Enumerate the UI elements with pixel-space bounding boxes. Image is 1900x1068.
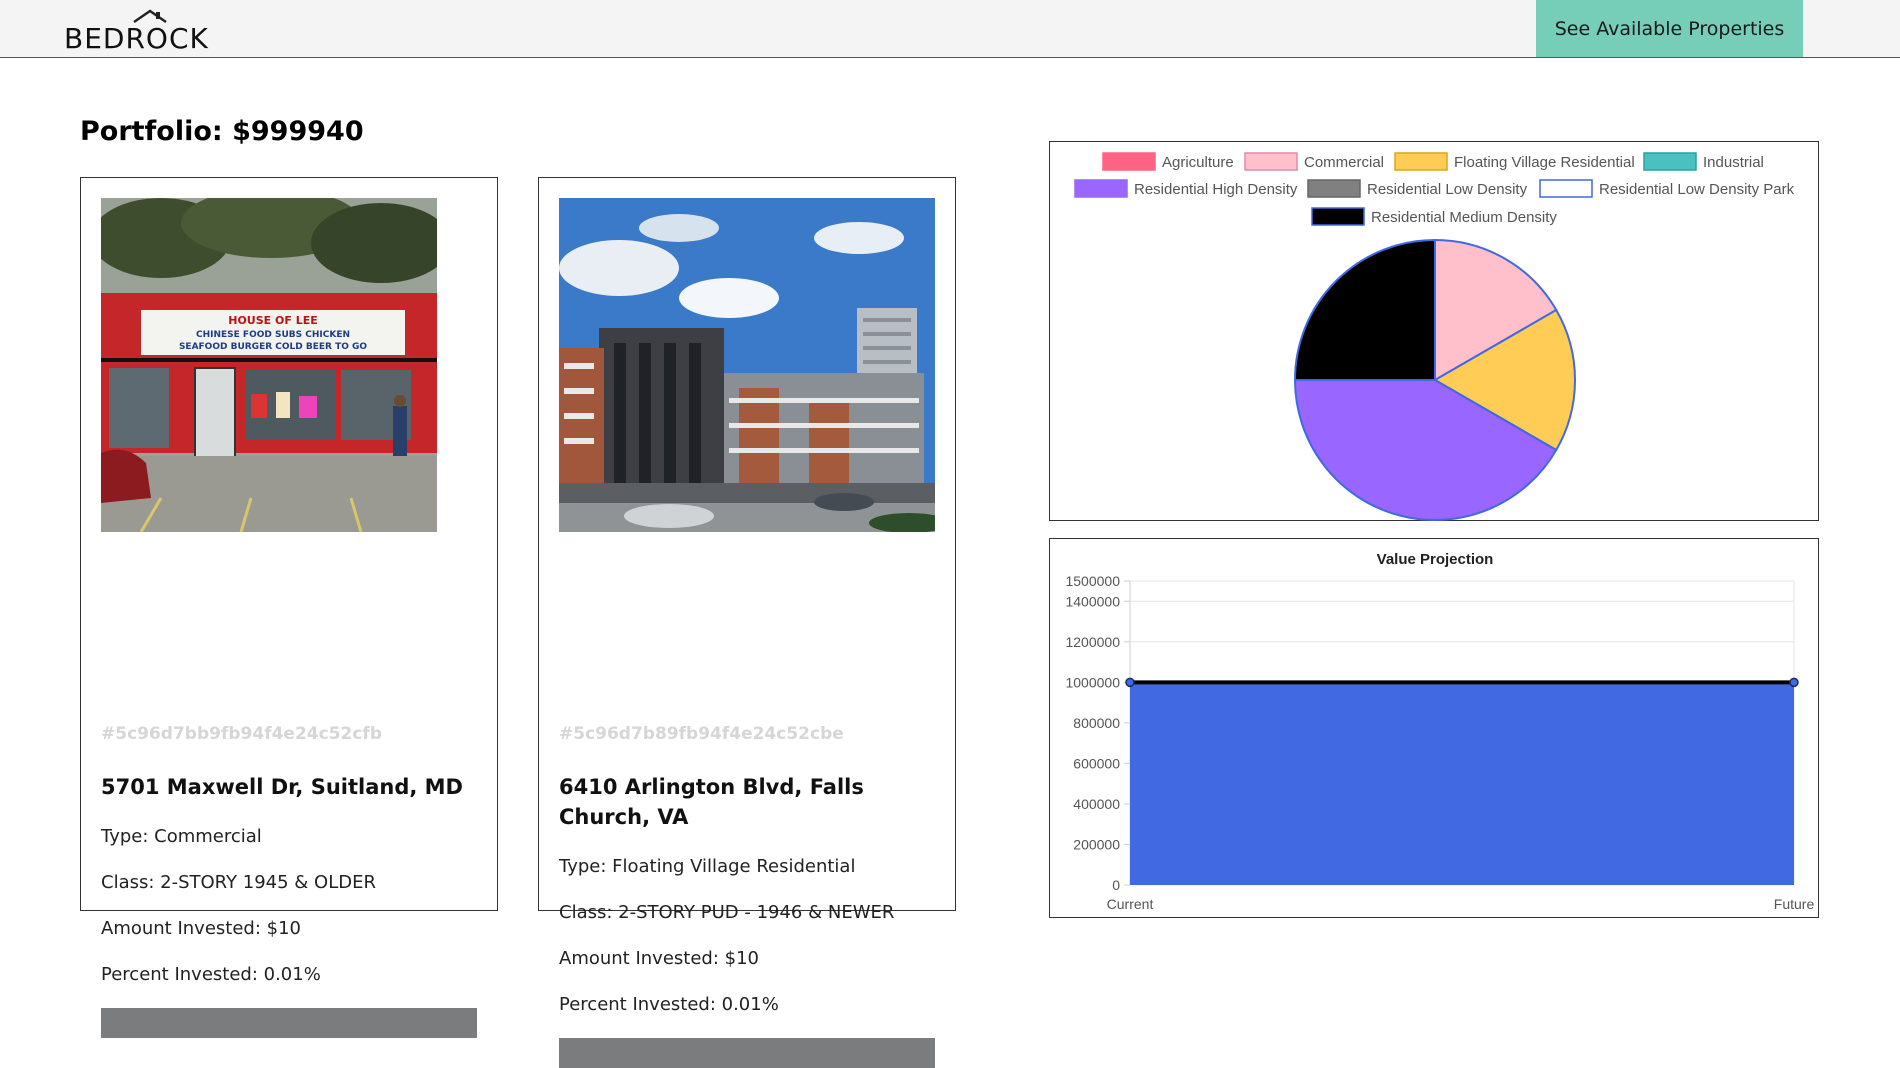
- legend-swatch: [1312, 208, 1364, 225]
- legend-item-agriculture[interactable]: Agriculture: [1103, 153, 1234, 171]
- line-chart-svg: Value Projection 0 200000 400000 600000 80000…: [1050, 539, 1820, 919]
- legend-label: Residential High Density: [1134, 181, 1298, 198]
- legend-item-floating-village-residential[interactable]: Floating Village Residential: [1395, 153, 1635, 171]
- property-id: #5c96d7bb9fb94f4e24c52cfb: [101, 724, 382, 744]
- bedrock-logo[interactable]: BEDROCK: [64, 8, 224, 52]
- property-class: Class: 2-STORY 1945 & OLDER: [101, 872, 376, 893]
- investment-progress-bar: [101, 1008, 477, 1038]
- property-address: 6410 Arlington Blvd, Falls Church, VA: [559, 772, 937, 832]
- y-tick-label: 800000: [1073, 715, 1120, 731]
- amount-invested: Amount Invested: $10: [559, 948, 759, 969]
- property-photo-storefront[interactable]: HOUSE OF LEE CHINESE FOOD SUBS CHICKEN S…: [101, 198, 437, 532]
- legend-item-residential-low-density-park[interactable]: Residential Low Density Park: [1540, 180, 1795, 198]
- legend-item-residential-high-density[interactable]: Residential High Density: [1075, 180, 1298, 198]
- see-available-properties-button[interactable]: See Available Properties: [1536, 0, 1803, 57]
- y-tick-label: 400000: [1073, 796, 1120, 812]
- portfolio-title: Portfolio: $999940: [80, 116, 364, 147]
- x-tick-label: Current: [1107, 896, 1154, 912]
- y-tick-label: 1000000: [1065, 674, 1120, 690]
- property-type: Type: Commercial: [101, 826, 262, 847]
- svg-text:SEAFOOD BURGER COLD BEER TO GO: SEAFOOD BURGER COLD BEER TO GO: [179, 342, 367, 352]
- y-tick-label: 1400000: [1065, 593, 1120, 609]
- percent-invested: Percent Invested: 0.01%: [559, 994, 779, 1015]
- legend-swatch: [1540, 180, 1592, 197]
- y-tick-label: 200000: [1073, 836, 1120, 852]
- legend-item-industrial[interactable]: Industrial: [1644, 153, 1764, 171]
- investment-progress-bar: [559, 1038, 935, 1068]
- data-point[interactable]: [1790, 678, 1798, 686]
- property-card: HOUSE OF LEE CHINESE FOOD SUBS CHICKEN S…: [80, 177, 498, 911]
- legend-label: Residential Low Density Park: [1599, 181, 1795, 198]
- zoning-pie-chart: Agriculture Commercial Floating Village Re…: [1049, 141, 1819, 521]
- legend-label: Residential Medium Density: [1371, 209, 1557, 226]
- property-class: Class: 2-STORY PUD - 1946 & NEWER: [559, 902, 894, 923]
- property-photo-apartments[interactable]: [559, 198, 935, 532]
- legend-swatch: [1644, 153, 1696, 170]
- data-point[interactable]: [1126, 678, 1134, 686]
- legend-swatch: [1075, 180, 1127, 197]
- legend-swatch: [1245, 153, 1297, 170]
- value-projection-chart: Value Projection 0 200000 400000 600000 80000…: [1049, 538, 1819, 918]
- property-id: #5c96d7b89fb94f4e24c52cbe: [559, 724, 844, 744]
- percent-invested: Percent Invested: 0.01%: [101, 964, 321, 985]
- legend-label: Floating Village Residential: [1454, 154, 1635, 171]
- pie-slice-residential-medium-density[interactable]: [1295, 240, 1435, 380]
- y-tick-label: 0: [1112, 877, 1120, 893]
- legend-label: Commercial: [1304, 154, 1384, 171]
- pie-chart-svg: Agriculture Commercial Floating Village Re…: [1050, 142, 1820, 522]
- logo-text: BEDROCK: [64, 22, 209, 52]
- legend-item-residential-low-density[interactable]: Residential Low Density: [1308, 180, 1528, 198]
- legend-swatch: [1103, 153, 1155, 170]
- amount-invested: Amount Invested: $10: [101, 918, 301, 939]
- property-type: Type: Floating Village Residential: [559, 856, 855, 877]
- legend-item-residential-medium-density[interactable]: Residential Medium Density: [1312, 208, 1557, 226]
- legend-label: Industrial: [1703, 154, 1764, 171]
- svg-text:HOUSE OF LEE: HOUSE OF LEE: [228, 314, 318, 327]
- property-card: #5c96d7b89fb94f4e24c52cbe 6410 Arlington…: [538, 177, 956, 911]
- chart-title: Value Projection: [1377, 551, 1494, 568]
- legend-label: Agriculture: [1162, 154, 1234, 171]
- property-address: 5701 Maxwell Dr, Suitland, MD: [101, 772, 479, 802]
- legend-item-commercial[interactable]: Commercial: [1245, 153, 1384, 171]
- y-tick-label: 1500000: [1065, 573, 1120, 589]
- legend-swatch: [1308, 180, 1360, 197]
- svg-text:CHINESE FOOD SUBS CHICKEN: CHINESE FOOD SUBS CHICKEN: [196, 330, 350, 340]
- legend-label: Residential Low Density: [1367, 181, 1528, 198]
- x-tick-label: Future: [1774, 896, 1815, 912]
- area-fill: [1130, 682, 1794, 885]
- y-tick-label: 600000: [1073, 755, 1120, 771]
- top-navbar: BEDROCK See Available Properties: [0, 0, 1900, 58]
- y-tick-label: 1200000: [1065, 634, 1120, 650]
- logo-house-icon: BEDROCK: [64, 8, 224, 52]
- legend-swatch: [1395, 153, 1447, 170]
